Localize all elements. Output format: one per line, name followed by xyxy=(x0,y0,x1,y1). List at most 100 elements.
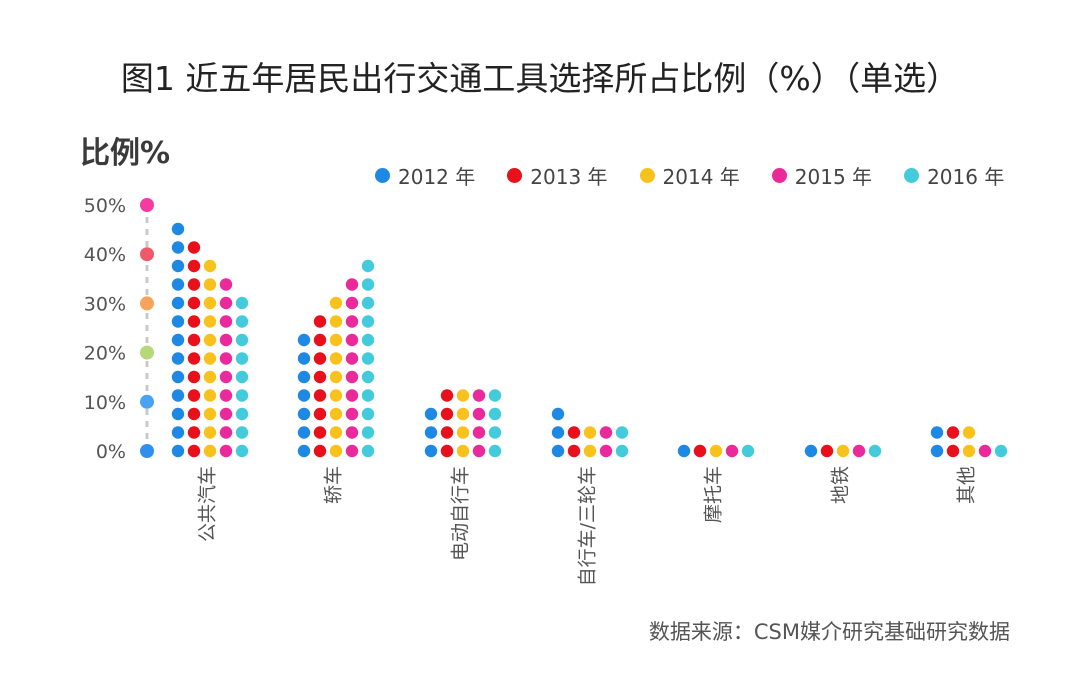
data-dot xyxy=(171,352,185,365)
data-dot xyxy=(345,407,359,421)
data-dot xyxy=(472,444,486,458)
data-dot xyxy=(946,426,960,439)
data-dot xyxy=(741,444,755,458)
data-dot xyxy=(962,444,976,458)
y-tick-label: 10% xyxy=(84,392,126,414)
data-dot xyxy=(297,333,311,347)
data-dot xyxy=(297,370,311,384)
data-dot xyxy=(361,278,375,291)
data-dot xyxy=(345,333,359,347)
data-dot xyxy=(187,407,201,421)
data-dot xyxy=(235,352,249,365)
data-dot xyxy=(187,241,201,254)
data-dot xyxy=(219,407,233,421)
data-dot xyxy=(329,333,343,347)
data-dot xyxy=(313,315,327,328)
data-dot xyxy=(203,296,217,310)
data-dot xyxy=(219,389,233,402)
category-label: 公共汽车 xyxy=(197,466,219,542)
data-dot xyxy=(329,370,343,384)
data-dot xyxy=(599,444,613,458)
data-dot xyxy=(472,426,486,439)
data-dot xyxy=(615,426,629,439)
y-tick-label: 0% xyxy=(96,441,126,463)
legend-item-2015: 2015 年 xyxy=(771,161,872,190)
data-dot xyxy=(313,407,327,421)
data-dot xyxy=(203,333,217,347)
legend-item-2014: 2014 年 xyxy=(639,161,740,190)
data-dot xyxy=(203,278,217,291)
y-tick-label: 40% xyxy=(84,244,126,266)
data-dot xyxy=(297,444,311,458)
data-dot xyxy=(187,426,201,439)
data-dot xyxy=(171,278,185,291)
data-dot xyxy=(551,407,565,421)
legend-item-2012: 2012 年 xyxy=(375,161,475,190)
data-dot xyxy=(187,333,201,347)
data-dot xyxy=(329,315,343,328)
data-dot xyxy=(440,444,454,458)
data-dot xyxy=(329,352,343,365)
data-dot xyxy=(488,407,502,421)
data-dot xyxy=(456,444,470,458)
y-tick-label: 30% xyxy=(84,293,126,315)
data-dot xyxy=(361,426,375,439)
data-dot xyxy=(456,426,470,439)
data-dot xyxy=(187,444,201,458)
data-dot xyxy=(235,389,249,402)
data-dot xyxy=(345,296,359,310)
data-dot xyxy=(615,444,629,458)
data-dot xyxy=(187,315,201,328)
y-axis-label: 比例% xyxy=(80,136,171,171)
data-dot xyxy=(297,426,311,439)
data-dot xyxy=(836,444,850,458)
data-dot xyxy=(171,296,185,310)
data-dot xyxy=(345,352,359,365)
legend-label: 2016 年 xyxy=(927,165,1005,189)
category-label: 轿车 xyxy=(323,466,345,504)
data-dot xyxy=(171,389,185,402)
data-dot xyxy=(313,333,327,347)
data-dot xyxy=(361,444,375,458)
y-tick-dot xyxy=(140,247,154,262)
data-dot xyxy=(361,259,375,273)
data-dot xyxy=(313,370,327,384)
data-dot xyxy=(219,426,233,439)
y-tick-label: 50% xyxy=(84,195,126,217)
data-dot xyxy=(187,296,201,310)
data-dot xyxy=(424,426,438,439)
data-dot xyxy=(235,333,249,347)
data-dot xyxy=(345,444,359,458)
data-dot xyxy=(440,426,454,439)
data-dot xyxy=(361,389,375,402)
data-dot xyxy=(235,444,249,458)
category-label: 自行车/三轮车 xyxy=(577,466,599,586)
data-dot xyxy=(361,296,375,310)
data-dot xyxy=(235,426,249,439)
data-dot xyxy=(361,370,375,384)
data-dot xyxy=(219,278,233,291)
data-dot xyxy=(583,444,597,458)
data-dot xyxy=(567,426,581,439)
data-dot xyxy=(693,444,707,458)
y-tick-dot xyxy=(140,394,154,409)
data-dot xyxy=(219,352,233,365)
data-dot xyxy=(203,444,217,458)
data-dot xyxy=(804,444,818,458)
data-source-note: 数据来源：CSM媒介研究基础研究数据 xyxy=(648,620,1010,644)
data-dot xyxy=(424,407,438,421)
data-dot xyxy=(297,407,311,421)
data-dot xyxy=(219,444,233,458)
category-label: 其他 xyxy=(956,466,978,504)
data-dot xyxy=(171,370,185,384)
data-dot xyxy=(946,444,960,458)
data-dot xyxy=(551,444,565,458)
legend-dot-icon xyxy=(507,168,523,183)
data-dot xyxy=(852,444,866,458)
data-dot xyxy=(820,444,834,458)
data-dot xyxy=(930,426,944,439)
data-dot xyxy=(361,315,375,328)
data-dot xyxy=(203,259,217,273)
data-dot xyxy=(424,444,438,458)
